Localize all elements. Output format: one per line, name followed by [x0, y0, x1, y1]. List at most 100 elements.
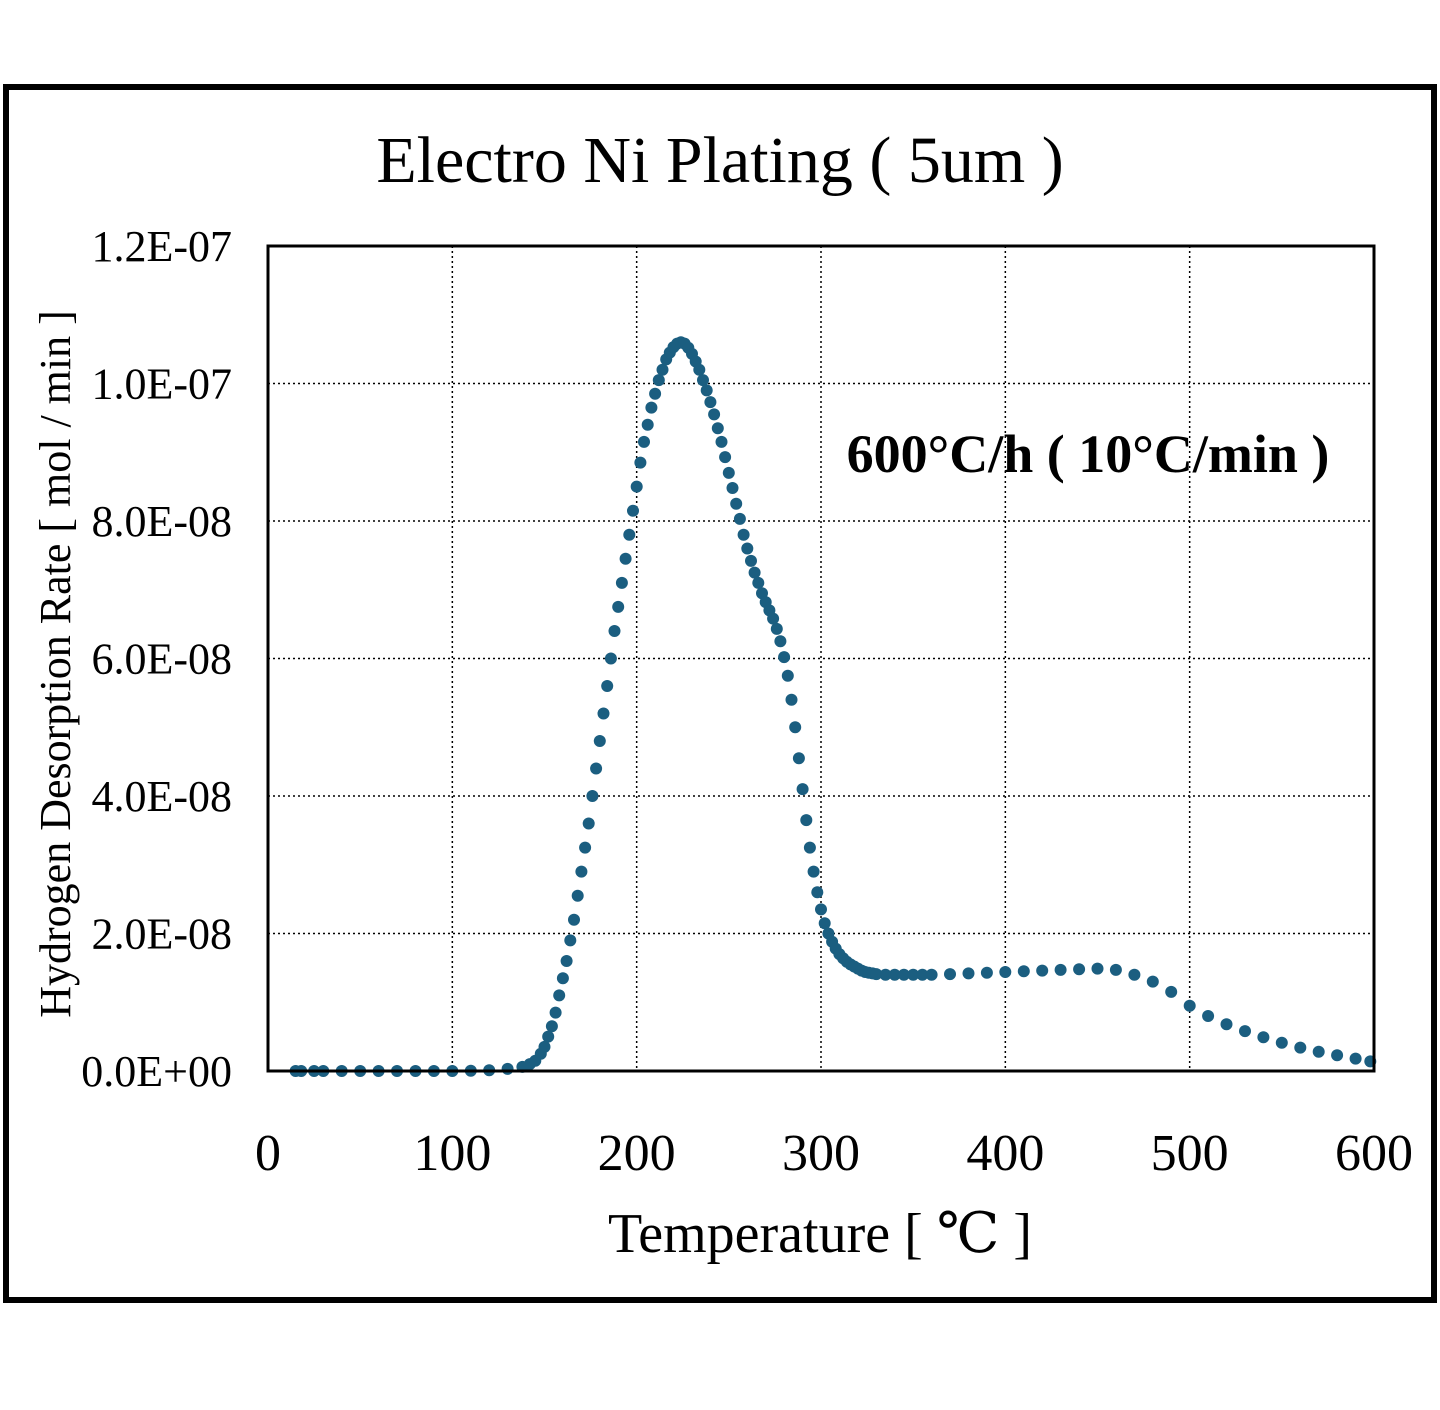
data-point [1017, 965, 1030, 978]
heating-rate-annotation: 600°C/h ( 10°C/min ) [847, 424, 1330, 484]
data-point [722, 466, 735, 479]
data-point [741, 542, 754, 555]
x-tick-label: 200 [598, 1125, 676, 1182]
grid-lines [268, 246, 1374, 1071]
data-point [1202, 1010, 1215, 1022]
data-point [748, 566, 761, 579]
data-point [560, 955, 573, 967]
data-point [1312, 1045, 1325, 1058]
data-point [601, 680, 614, 692]
data-point [999, 966, 1012, 978]
outer-frame [3, 84, 1437, 1303]
data-point [652, 374, 665, 387]
data-point [645, 401, 658, 414]
data-point [538, 1040, 551, 1053]
data-point [774, 635, 787, 648]
x-tick-label: 600 [1335, 1125, 1413, 1182]
data-point [1054, 963, 1067, 976]
data-point [575, 865, 588, 878]
data-point [1349, 1052, 1362, 1065]
data-point [1146, 975, 1159, 988]
x-axis-label: Temperature [ ℃ ] [608, 1203, 1032, 1265]
data-point [604, 652, 617, 665]
x-tick-label: 300 [782, 1125, 860, 1182]
x-tick-label: 400 [966, 1125, 1044, 1182]
data-point [615, 576, 628, 589]
data-point [708, 408, 721, 421]
data-point [1165, 985, 1178, 998]
data-point [752, 576, 765, 589]
data-point [619, 552, 632, 565]
data-point [634, 456, 647, 469]
y-tick-label: 0.0E+00 [81, 1047, 232, 1096]
data-point [579, 841, 592, 854]
data-point [608, 625, 621, 637]
data-point [770, 622, 783, 635]
data-point [700, 384, 713, 397]
y-tick-label: 8.0E-08 [91, 497, 232, 546]
data-point [715, 435, 728, 448]
data-point [925, 968, 938, 981]
y-axis-ticks: 0.0E+00 2.0E-08 4.0E-08 6.0E-08 8.0E-08 1.0E-… [81, 222, 232, 1096]
data-point [792, 752, 805, 765]
x-axis-ticks: 0 100 200 300 400 500 600 [255, 1125, 1413, 1182]
data-point [1183, 999, 1196, 1012]
plot-area-border [266, 244, 1376, 1073]
data-point [726, 482, 739, 494]
data-point [586, 790, 599, 802]
data-point [590, 762, 603, 775]
data-point [1036, 964, 1049, 977]
data-point [1109, 963, 1122, 976]
x-tick-label: 100 [413, 1125, 491, 1182]
data-point [564, 934, 577, 947]
data-point [818, 917, 831, 930]
data-point [745, 554, 757, 567]
data-point [730, 497, 743, 510]
data-point [1239, 1025, 1251, 1038]
data-point [796, 783, 809, 796]
data-point [582, 817, 595, 830]
data-point [612, 600, 625, 613]
data-point [811, 886, 824, 899]
data-point [778, 651, 791, 664]
data-point [697, 374, 709, 387]
data-point [641, 418, 654, 431]
data-point [623, 528, 636, 541]
data-point [711, 422, 724, 435]
data-point [767, 612, 780, 625]
data-point [638, 435, 650, 448]
data-point [627, 504, 639, 517]
x-tick-label: 500 [1151, 1125, 1229, 1182]
data-point [879, 968, 892, 981]
y-tick-label: 1.2E-07 [91, 222, 232, 271]
data-point [807, 865, 820, 878]
data-point [897, 968, 910, 981]
chart-title: Electro Ni Plating ( 5um ) [376, 124, 1063, 197]
data-point [1220, 1018, 1233, 1031]
data-point [1331, 1049, 1344, 1062]
data-point [649, 387, 662, 400]
data-point [916, 968, 929, 981]
data-point [630, 480, 643, 493]
data-point [1073, 963, 1086, 976]
data-point [803, 841, 816, 854]
y-tick-label: 6.0E-08 [91, 635, 232, 684]
data-point [542, 1030, 555, 1043]
data-point [597, 707, 610, 720]
data-point [815, 903, 827, 916]
data-point [944, 968, 956, 981]
data-point [888, 968, 901, 981]
y-tick-label: 4.0E-08 [91, 772, 232, 821]
data-point [785, 693, 798, 706]
data-point [704, 396, 717, 409]
data-point [1091, 962, 1104, 975]
data-point [870, 968, 883, 981]
data-point [800, 814, 813, 827]
data-point [1275, 1036, 1288, 1049]
data-point [556, 972, 569, 985]
data-point [737, 528, 750, 541]
data-point [719, 451, 732, 464]
data-point [733, 512, 746, 525]
data-point [907, 968, 920, 981]
